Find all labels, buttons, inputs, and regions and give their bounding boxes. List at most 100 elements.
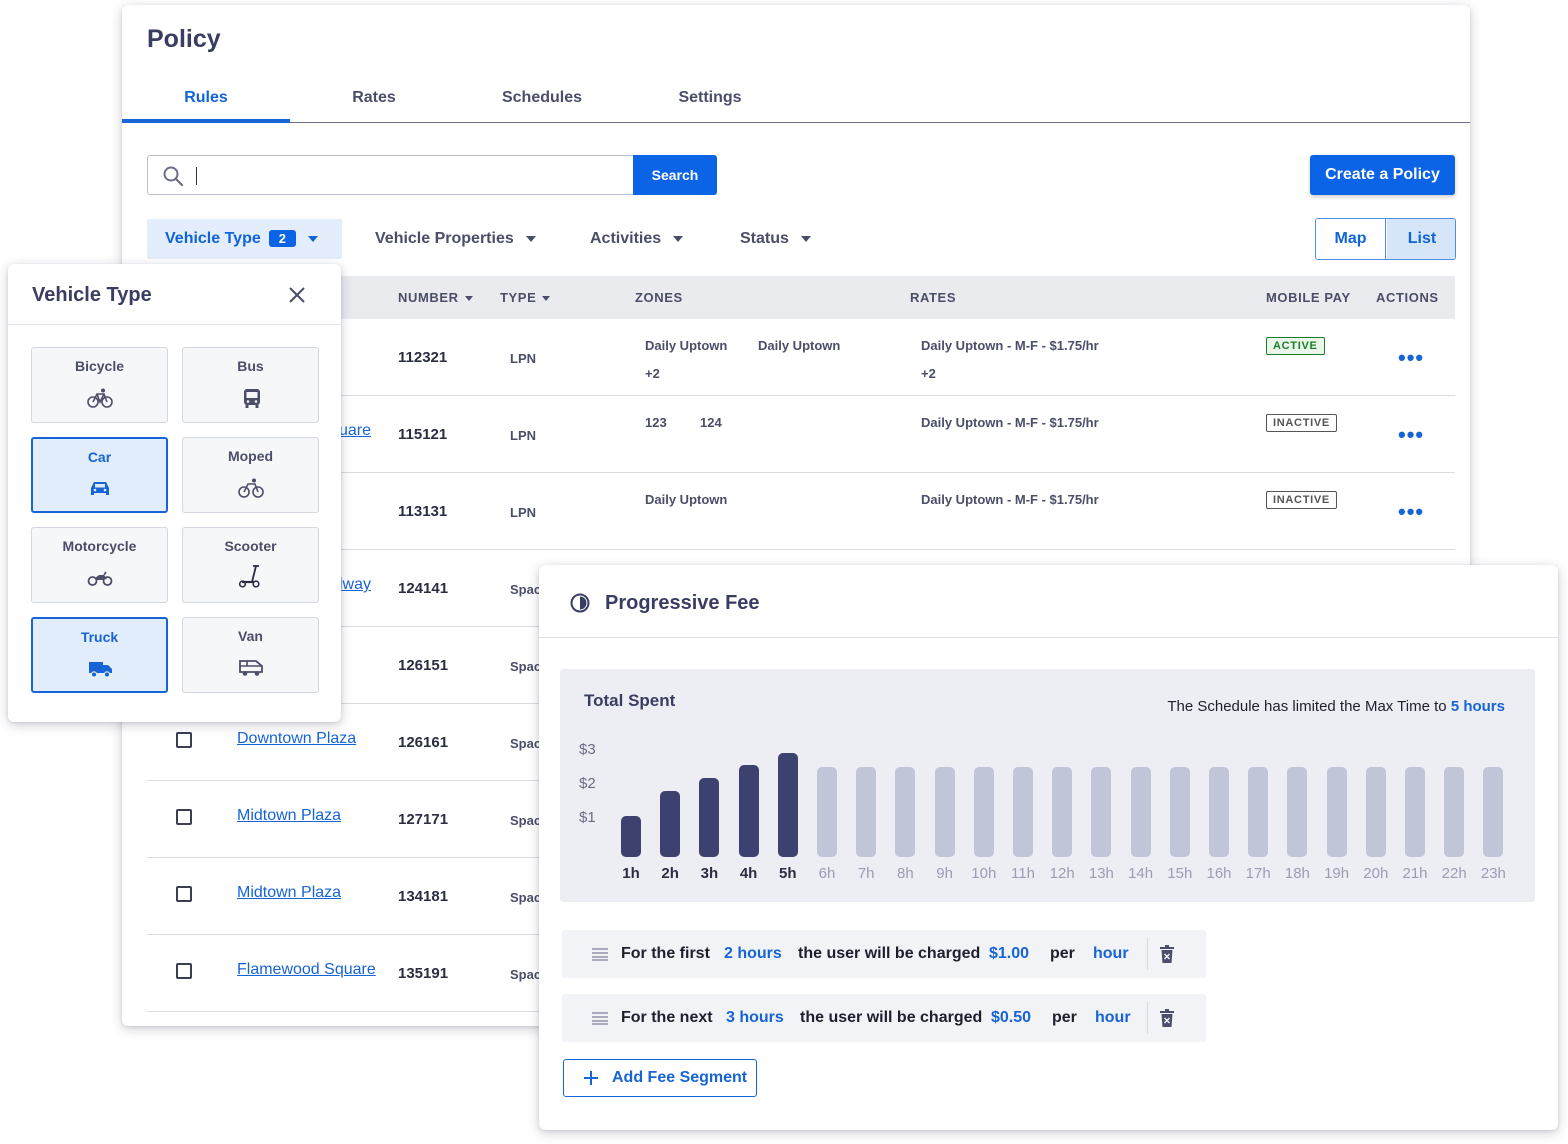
vehicle-option-moped[interactable]: Moped xyxy=(182,437,319,513)
table-row[interactable]: uare 115121 LPN 123 124 Daily Uptown - M… xyxy=(147,396,1455,473)
chart-bar xyxy=(1287,767,1308,857)
x-tick-label: 7h xyxy=(857,865,875,882)
max-time-value[interactable]: 5 hours xyxy=(1450,698,1505,715)
row-name-link[interactable]: Downtown Plaza xyxy=(237,730,357,747)
fee-segment[interactable]: For the first 2 hours the user will be c… xyxy=(562,930,1206,978)
column-header-number[interactable]: NUMBER xyxy=(398,276,473,319)
segment-amount[interactable]: $1.00 xyxy=(989,945,1030,962)
more-actions-icon[interactable]: ••• xyxy=(1398,345,1425,370)
vehicle-option-motorcycle[interactable]: Motorcycle xyxy=(31,527,168,603)
rates-more[interactable]: +2 xyxy=(921,366,936,381)
x-tick-label: 23h xyxy=(1480,865,1506,882)
chart-bar xyxy=(1326,767,1347,857)
tab-settings[interactable]: Settings xyxy=(678,89,742,106)
zones-more[interactable]: +2 xyxy=(645,366,660,381)
drag-handle-icon[interactable] xyxy=(592,947,608,961)
bicycle-icon xyxy=(87,388,113,408)
tab-rules[interactable]: Rules xyxy=(184,89,228,106)
rate-text: Daily Uptown - M-F - $1.75/hr xyxy=(921,338,1099,353)
chart-bar xyxy=(1209,767,1229,857)
row-checkbox[interactable] xyxy=(176,809,192,825)
vehicle-option-label: Motorcycle xyxy=(62,538,137,554)
create-policy-button[interactable]: Create a Policy xyxy=(1310,155,1455,195)
segment-amount[interactable]: $0.50 xyxy=(991,1009,1032,1026)
row-checkbox[interactable] xyxy=(176,963,192,979)
vehicle-option-bus[interactable]: Bus xyxy=(182,347,319,423)
tab-rates[interactable]: Rates xyxy=(352,89,396,106)
vehicle-option-label: Moped xyxy=(227,448,274,464)
list-view-button[interactable]: List xyxy=(1387,219,1455,259)
scooter-icon xyxy=(238,565,260,588)
vehicle-option-truck[interactable]: Truck xyxy=(31,617,168,693)
filter-vehicle-properties[interactable]: Vehicle Properties xyxy=(375,219,536,259)
x-tick-label: 21h xyxy=(1402,865,1428,882)
progressive-fee-panel: Progressive Fee Total Spent The Schedule… xyxy=(539,565,1558,1130)
drag-handle-icon[interactable] xyxy=(592,1011,608,1025)
vehicle-option-scooter[interactable]: Scooter xyxy=(182,527,319,603)
chevron-down-icon xyxy=(307,235,318,242)
close-icon[interactable] xyxy=(288,286,306,304)
filter-activities[interactable]: Activities xyxy=(590,219,684,259)
search-box xyxy=(147,155,635,195)
status-badge: ACTIVE xyxy=(1266,337,1325,355)
table-header: NUMBER TYPE ZONES RATES MOBILE PAY ACTIO… xyxy=(147,276,1455,319)
row-name-link[interactable]: Midtown Plaza xyxy=(237,884,342,901)
more-actions-icon[interactable]: ••• xyxy=(1398,499,1425,524)
segment-per: per xyxy=(1050,945,1075,962)
map-view-button[interactable]: Map xyxy=(1316,219,1386,259)
column-header-zones: ZONES xyxy=(635,290,683,305)
x-tick-label: 11h xyxy=(1011,865,1035,882)
more-actions-icon[interactable]: ••• xyxy=(1398,422,1425,447)
segment-duration[interactable]: 2 hours xyxy=(724,945,782,962)
table-row[interactable]: 113131 LPN Daily Uptown Daily Uptown - M… xyxy=(147,473,1455,550)
x-tick-label: 16h xyxy=(1206,865,1232,882)
vehicle-option-label: Scooter xyxy=(224,538,277,554)
progressive-icon xyxy=(570,593,590,613)
segment-unit[interactable]: hour xyxy=(1093,945,1129,962)
search-icon xyxy=(163,166,184,187)
status-badge: INACTIVE xyxy=(1266,414,1337,432)
filter-vehicle-type[interactable]: Vehicle Type 2 xyxy=(147,219,342,259)
row-name-link[interactable]: Flamewood Square xyxy=(237,961,376,978)
sort-icon xyxy=(542,296,551,302)
filter-label: Activities xyxy=(590,230,662,247)
vehicle-option-label: Bicycle xyxy=(74,358,125,374)
segment-unit[interactable]: hour xyxy=(1095,1009,1131,1026)
row-checkbox[interactable] xyxy=(176,732,192,748)
chart-bar xyxy=(1169,767,1190,857)
chart-bar xyxy=(1444,767,1465,857)
tab-schedules[interactable]: Schedules xyxy=(501,89,583,106)
search-button[interactable]: Search xyxy=(633,155,717,195)
column-header-actions: ACTIONS xyxy=(1376,290,1439,305)
add-fee-segment-button[interactable]: Add Fee Segment xyxy=(563,1059,757,1097)
x-tick-label: 3h xyxy=(700,865,719,882)
filter-status[interactable]: Status xyxy=(740,219,811,259)
row-checkbox[interactable] xyxy=(176,886,192,902)
column-header-type[interactable]: TYPE xyxy=(500,276,551,319)
chart-bar xyxy=(1091,767,1112,857)
vehicle-option-van[interactable]: Van xyxy=(182,617,319,693)
segment-duration[interactable]: 3 hours xyxy=(726,1009,784,1026)
zone-tag: Daily Uptown xyxy=(645,492,728,507)
search-input[interactable] xyxy=(194,165,614,187)
vehicle-option-bicycle[interactable]: Bicycle xyxy=(31,347,168,423)
x-tick-label: 20h xyxy=(1363,865,1389,882)
x-tick-label: 6h xyxy=(818,865,836,882)
trash-icon[interactable] xyxy=(1160,945,1174,963)
chevron-down-icon xyxy=(800,235,811,242)
vehicle-option-label: Van xyxy=(238,628,263,644)
chart-bar xyxy=(738,765,759,857)
row-name-link[interactable]: uare xyxy=(339,422,372,439)
segment-prefix: For the first xyxy=(621,945,710,962)
row-name-link[interactable]: lway xyxy=(339,576,372,593)
vehicle-option-car[interactable]: Car xyxy=(31,437,168,513)
row-name-link[interactable]: Midtown Plaza xyxy=(237,807,342,824)
fee-segment[interactable]: For the next 3 hours the user will be ch… xyxy=(562,994,1206,1042)
vehicle-option-label: Truck xyxy=(80,629,119,645)
chart-bar xyxy=(621,816,641,857)
table-row[interactable]: 112321 LPN Daily Uptown Daily Uptown +2 … xyxy=(147,319,1455,396)
row-type: Spac xyxy=(510,736,542,751)
x-tick-label: 8h xyxy=(897,865,914,882)
chart-bar xyxy=(856,767,877,857)
trash-icon[interactable] xyxy=(1160,1009,1174,1027)
